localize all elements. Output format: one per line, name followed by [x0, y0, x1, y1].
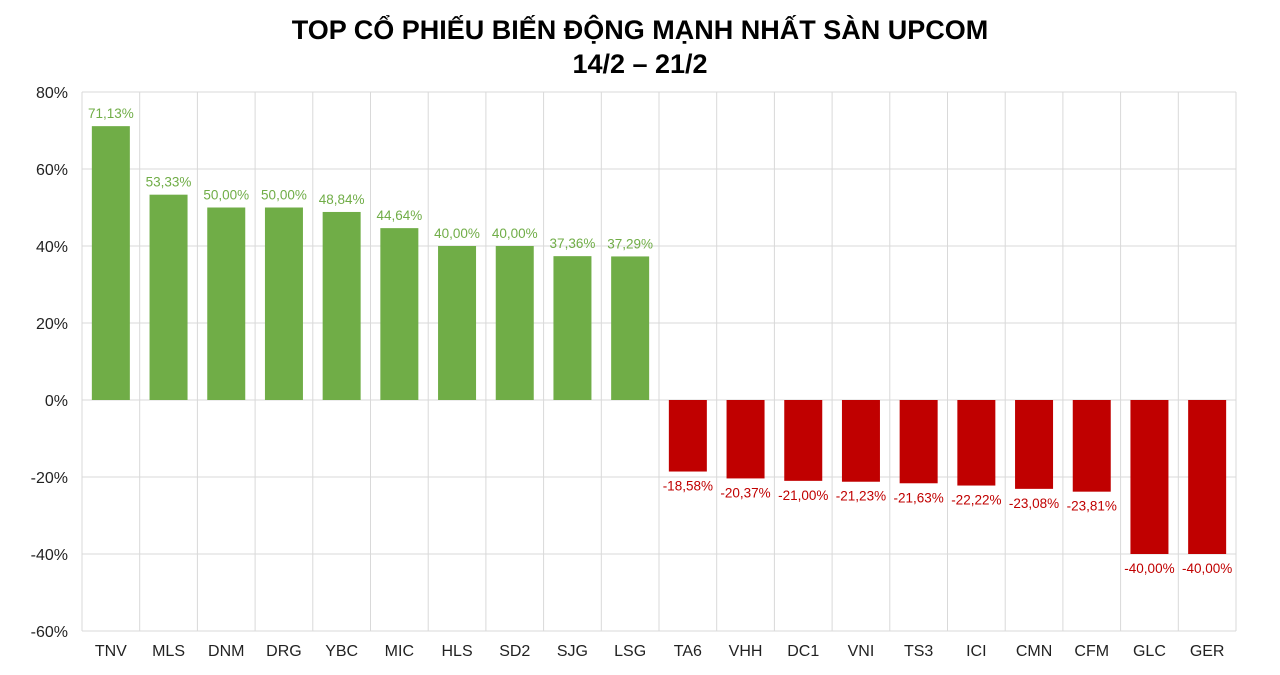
x-tick-label: GER	[1190, 643, 1225, 660]
bar-cmn	[1015, 400, 1054, 489]
data-label: -20,37%	[720, 485, 770, 500]
data-label: 50,00%	[261, 188, 307, 203]
x-tick-label: TS3	[904, 643, 933, 660]
bar-dnm	[207, 207, 246, 400]
x-tick-label: LSG	[614, 643, 646, 660]
chart-title: TOP CỔ PHIẾU BIẾN ĐỘNG MẠNH NHẤT SÀN UPC…	[291, 15, 989, 45]
bar-ts3	[899, 400, 938, 484]
data-label: -18,58%	[663, 479, 713, 494]
y-tick-label: 60%	[36, 162, 68, 179]
y-tick-label: 20%	[36, 316, 68, 333]
x-tick-label: VHH	[729, 643, 763, 660]
data-label: 37,36%	[550, 236, 596, 251]
y-tick-label: -40%	[31, 547, 68, 564]
data-label: -21,00%	[778, 488, 828, 503]
data-label: -40,00%	[1124, 561, 1174, 576]
bar-lsg	[611, 256, 650, 400]
x-tick-label: MIC	[385, 643, 414, 660]
bar-vni	[841, 400, 880, 482]
bar-mls	[149, 194, 188, 400]
x-tick-label: CMN	[1016, 643, 1052, 660]
x-tick-label: DRG	[266, 643, 302, 660]
data-label: 48,84%	[319, 192, 365, 207]
data-label: 40,00%	[434, 226, 480, 241]
bar-drg	[264, 207, 303, 400]
bar-ger	[1188, 400, 1227, 554]
x-tick-label: CFM	[1074, 643, 1109, 660]
data-label: -22,22%	[951, 493, 1001, 508]
data-label: -21,23%	[836, 489, 886, 504]
bar-ta6	[668, 400, 707, 472]
data-label: 53,33%	[146, 175, 192, 190]
x-tick-label: GLC	[1133, 643, 1166, 660]
x-tick-label: DC1	[787, 643, 819, 660]
data-label: 50,00%	[203, 188, 249, 203]
data-label: 71,13%	[88, 106, 134, 121]
bar-mic	[380, 228, 419, 400]
bar-vhh	[726, 400, 765, 479]
bar-ici	[957, 400, 996, 486]
y-tick-label: -60%	[31, 624, 68, 641]
bar-ybc	[322, 211, 361, 400]
data-label: -23,08%	[1009, 496, 1059, 511]
y-tick-label: 0%	[45, 393, 68, 410]
bar-tnv	[91, 126, 130, 400]
x-tick-label: SJG	[557, 643, 588, 660]
bar-dc1	[784, 400, 823, 481]
data-label: 40,00%	[492, 226, 538, 241]
x-tick-label: MLS	[152, 643, 185, 660]
x-tick-label: TA6	[674, 643, 702, 660]
x-tick-label: YBC	[325, 643, 358, 660]
x-tick-label: HLS	[441, 643, 472, 660]
x-tick-label: ICI	[966, 643, 986, 660]
data-label: -23,81%	[1067, 499, 1117, 514]
bar-sd2	[495, 246, 534, 400]
bar-cfm	[1072, 400, 1111, 492]
data-label: 37,29%	[607, 236, 653, 251]
chart-subtitle: 14/2 – 21/2	[572, 49, 708, 79]
bar-hls	[438, 246, 477, 400]
x-tick-label: TNV	[95, 643, 127, 660]
x-tick-label: DNM	[208, 643, 244, 660]
y-tick-label: 40%	[36, 239, 68, 256]
data-label: -40,00%	[1182, 561, 1232, 576]
bar-glc	[1130, 400, 1169, 554]
bar-sjg	[553, 256, 592, 400]
x-tick-label: VNI	[848, 643, 875, 660]
y-tick-label: -20%	[31, 470, 68, 487]
data-label: -21,63%	[894, 490, 944, 505]
y-tick-label: 80%	[36, 85, 68, 102]
x-tick-label: SD2	[499, 643, 530, 660]
data-label: 44,64%	[376, 208, 422, 223]
